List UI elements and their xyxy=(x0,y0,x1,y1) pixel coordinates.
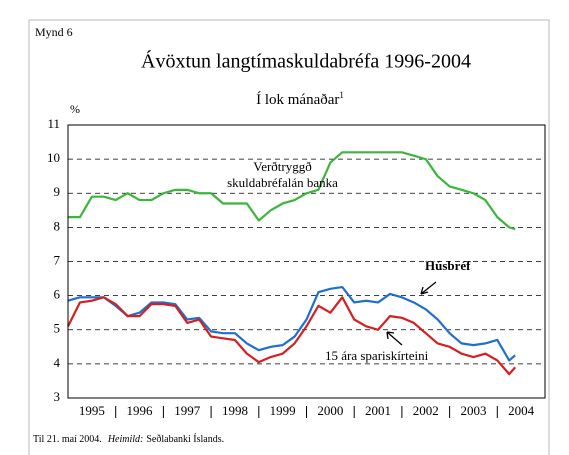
y-tick-label: 6 xyxy=(54,287,61,302)
x-tick-label: 1999 xyxy=(270,403,296,418)
y-tick-label: 10 xyxy=(47,150,60,165)
y-tick-label: 3 xyxy=(54,389,61,404)
series-line xyxy=(68,151,516,231)
source: Seðlabanki Íslands. xyxy=(146,433,224,445)
series-label: Húsbréf xyxy=(425,258,471,273)
x-tick-label: 2002 xyxy=(413,403,439,418)
y-tick-label: 9 xyxy=(54,184,61,199)
x-tick-label: 2004 xyxy=(508,403,535,418)
frame xyxy=(28,19,550,455)
x-tick-label: 1995 xyxy=(79,403,105,418)
series-line xyxy=(67,296,517,376)
chart-title: Ávöxtun langtímaskuldabréfa 1996-2004 xyxy=(141,50,471,73)
y-tick-label: 4 xyxy=(54,355,61,370)
subtitle-note: 1 xyxy=(339,90,344,100)
series-label: 15 ára spariskírteini xyxy=(325,348,429,363)
figure-label: Mynd 6 xyxy=(35,25,73,39)
lines xyxy=(67,151,517,376)
plot-frame xyxy=(67,124,546,399)
y-tick-label: 11 xyxy=(47,116,60,131)
x-tick-label: 2000 xyxy=(317,403,343,418)
grid xyxy=(68,158,545,365)
x-tick-label: 2003 xyxy=(460,403,486,418)
subtitle: Í lok mánaðar1 xyxy=(256,90,344,108)
arrow xyxy=(420,281,437,295)
subtitle-text: Í lok mánaðar xyxy=(256,91,339,108)
x-tick-label: 1998 xyxy=(222,403,248,418)
series-label: Verðtryggð skuldabréfalán banka xyxy=(227,159,338,190)
y-tick-label: 8 xyxy=(54,218,61,233)
x-tick-label: 2001 xyxy=(365,403,391,418)
y-unit: % xyxy=(70,102,80,116)
source-label: Heimild: xyxy=(107,434,144,445)
series-line xyxy=(67,285,516,362)
x-tick-label: 1997 xyxy=(174,403,201,418)
footnote: Til 21. maí 2004. xyxy=(33,434,102,445)
y-tick-label: 5 xyxy=(54,321,61,336)
arrow xyxy=(386,331,403,346)
y-tick-label: 7 xyxy=(54,252,61,267)
footer: Til 21. maí 2004. Heimild: Seðlabanki Ísla… xyxy=(33,433,224,445)
x-tick-label: 1996 xyxy=(127,403,154,418)
